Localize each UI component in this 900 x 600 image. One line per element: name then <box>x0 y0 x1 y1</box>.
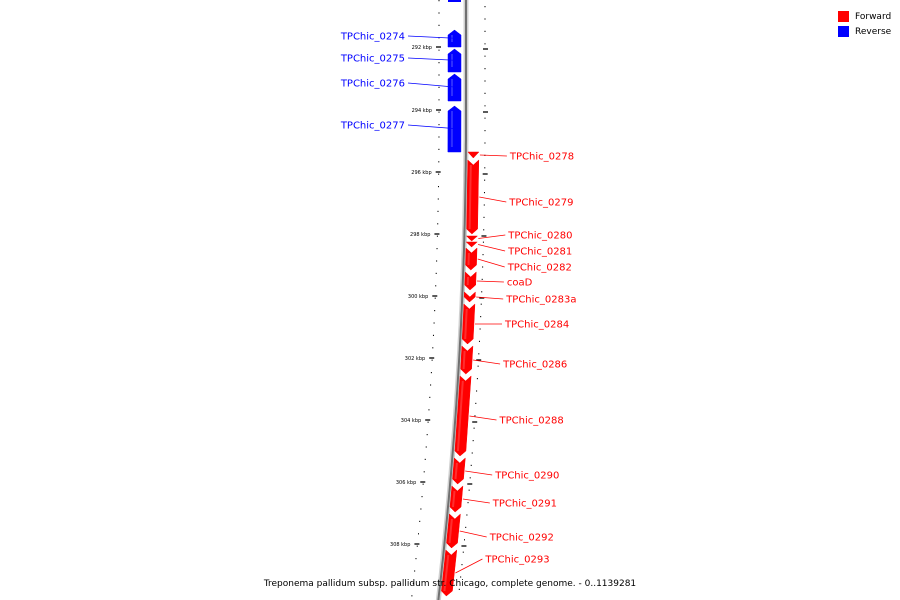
gene-TPChic_0281[interactable] <box>465 241 478 248</box>
gene-label-TPChic_0276[interactable]: TPChic_0276 <box>340 79 405 90</box>
label-leader <box>476 280 504 283</box>
genome-caption: Treponema pallidum subsp. pallidum str. … <box>263 579 637 589</box>
gene-TPChic_0279[interactable] <box>466 159 480 235</box>
label-leader <box>478 234 506 239</box>
gene-label-TPChic_0283a[interactable]: TPChic_0283a <box>505 295 576 306</box>
label-leader <box>459 530 487 538</box>
gene-TPChic_0291[interactable] <box>449 485 464 513</box>
label-leader <box>462 498 490 504</box>
tick-label: 296 kbp <box>411 170 431 176</box>
tick-label: 306 kbp <box>396 480 416 486</box>
gene-label-TPChic_0280[interactable]: TPChic_0280 <box>507 231 572 242</box>
label-leader <box>476 296 504 300</box>
gene-features <box>441 0 480 597</box>
tick-label: 304 kbp <box>401 418 421 424</box>
label-leader <box>465 470 493 476</box>
gene-TPChic_0292[interactable] <box>446 513 461 549</box>
gene-TPChic_0277[interactable] <box>447 105 462 153</box>
label-leader <box>473 359 501 365</box>
forward-swatch <box>838 11 849 22</box>
tick-label: 292 kbp <box>412 45 432 51</box>
gene-TPChic_0293[interactable] <box>441 549 458 597</box>
gene-shading <box>464 308 468 340</box>
gene-shading <box>452 490 456 508</box>
legend-forward-label: Forward <box>855 11 892 22</box>
strand-legend: Forward Reverse <box>838 9 891 39</box>
gene-shading <box>456 380 464 452</box>
legend-reverse: Reverse <box>838 24 891 39</box>
gene-label-TPChic_0281[interactable]: TPChic_0281 <box>507 247 572 258</box>
gene-TPChic_0284[interactable] <box>461 303 476 345</box>
gene-TPChic_0280[interactable] <box>465 235 479 242</box>
gene-shading <box>448 518 453 544</box>
gene-shading <box>468 164 472 230</box>
label-leader <box>455 558 483 574</box>
tick-label: 298 kbp <box>410 232 430 238</box>
tick-label: 294 kbp <box>412 108 432 114</box>
gene-label-TPChic_0277[interactable]: TPChic_0277 <box>340 121 405 132</box>
gene-label-TPChic_0278[interactable]: TPChic_0278 <box>509 152 574 163</box>
label-leader <box>407 124 461 130</box>
gene-coaD[interactable] <box>464 271 477 291</box>
scale-ticks: 292 kbp 294 kbp 296 kbp 298 kbp 300 kbp 302 k… <box>390 0 488 597</box>
legend-reverse-label: Reverse <box>855 26 892 37</box>
gene-label-TPChic_0293[interactable]: TPChic_0293 <box>484 555 549 566</box>
label-leader <box>469 415 497 421</box>
gene-TPChic_0283a[interactable] <box>463 291 476 303</box>
label-leader <box>407 57 461 61</box>
gene-label-TPChic_0286[interactable]: TPChic_0286 <box>502 360 567 371</box>
gene-label-TPChic_0282[interactable]: TPChic_0282 <box>507 263 572 274</box>
gene-TPChic_0290[interactable] <box>452 457 466 485</box>
gene-TPChic_0288[interactable] <box>454 375 472 457</box>
gene-shading <box>454 462 458 480</box>
label-leader <box>407 35 461 39</box>
tick-label: 302 kbp <box>405 356 425 362</box>
gene-TPChic_0286[interactable] <box>460 345 474 375</box>
label-leader <box>478 244 506 252</box>
gene-label-TPChic_0290[interactable]: TPChic_0290 <box>494 471 559 482</box>
gene-TPChic_0276[interactable] <box>447 73 462 102</box>
label-leader <box>407 82 461 88</box>
gene-label-TPChic_0274[interactable]: TPChic_0274 <box>340 32 405 43</box>
gene-label-TPChic_0288[interactable]: TPChic_0288 <box>499 416 564 427</box>
reverse-swatch <box>838 26 849 37</box>
gene-shading <box>462 350 466 370</box>
label-leader <box>479 154 507 157</box>
gene-label-TPChic_0292[interactable]: TPChic_0292 <box>489 533 554 544</box>
gene-TPChic_0278[interactable] <box>467 151 480 159</box>
gene-label-coaD[interactable]: coaD <box>507 278 533 289</box>
genome-backbone <box>437 0 467 600</box>
gene-TPChic_0282[interactable] <box>465 247 478 271</box>
label-leader <box>479 196 507 203</box>
tick-label: 300 kbp <box>408 294 428 300</box>
gene-label-TPChic_0279[interactable]: TPChic_0279 <box>508 198 573 209</box>
tick-label: 308 kbp <box>390 542 410 548</box>
gene-label-TPChic_0284[interactable]: TPChic_0284 <box>504 320 569 331</box>
gene-shading <box>443 554 450 592</box>
legend-forward: Forward <box>838 9 891 24</box>
gene-label-TPChic_0291[interactable]: TPChic_0291 <box>492 499 557 510</box>
gene-labels: TPChic_0274 TPChic_0275 TPChic_0276 TPChic_… <box>340 32 577 574</box>
label-leader <box>477 258 505 268</box>
gene-label-TPChic_0275[interactable]: TPChic_0275 <box>340 54 405 65</box>
gene-partial-reverse <box>448 0 461 2</box>
